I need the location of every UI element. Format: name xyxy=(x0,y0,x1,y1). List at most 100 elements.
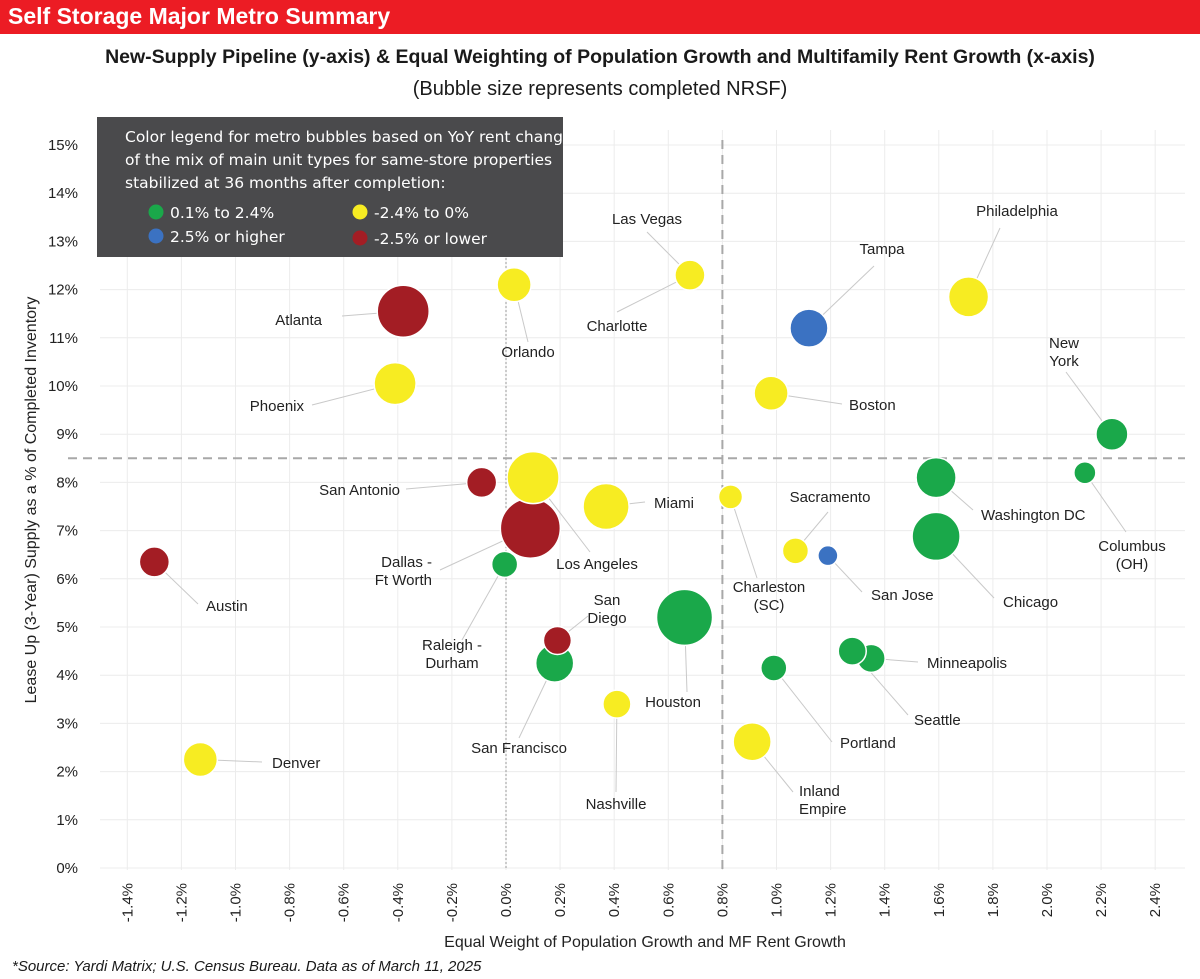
bubble-label-austin: Austin xyxy=(206,598,248,615)
bubble-boston xyxy=(753,375,789,411)
y-tick-label-14: 14% xyxy=(48,185,78,202)
bubble-sacramento xyxy=(781,537,810,565)
y-tick-label-7: 7% xyxy=(56,523,78,540)
legend-item-yellow: -2.4% to 0% xyxy=(374,204,469,222)
bubble-label-line: Columbus xyxy=(1098,538,1166,555)
bubble-san-diego xyxy=(542,625,573,656)
bubble-label-sacramento: Sacramento xyxy=(790,489,871,506)
x-tick-label-12: 1.0% xyxy=(769,883,786,917)
bubble-seattle xyxy=(837,636,867,666)
bubble-label-line: Raleigh - xyxy=(422,637,482,654)
chart-subtitle: (Bubble size represents completed NRSF) xyxy=(412,78,788,100)
bubble-label-line: Dallas - xyxy=(381,554,432,571)
bubble-label-line: Charleston xyxy=(733,579,806,596)
bubble-columbus-oh xyxy=(1073,461,1097,485)
bubble-label-orlando: Orlando xyxy=(501,344,554,361)
bubble-miami xyxy=(582,482,630,531)
bubble-label-line: Empire xyxy=(799,801,847,818)
bubble-label-phoenix: Phoenix xyxy=(250,398,305,415)
leader-line-portland xyxy=(773,667,833,743)
legend-title-line-2: of the mix of main unit types for same-s… xyxy=(125,151,552,169)
x-tick-label-6: -0.2% xyxy=(444,883,461,922)
x-tick-label-5: -0.4% xyxy=(390,883,407,922)
x-tick-labels: -1.4% -1.2% -1.0% -0.8% -0.6% -0.4% -0.2% 0.0% 0… xyxy=(119,883,1164,922)
x-tick-label-7: 0.0% xyxy=(498,883,515,917)
bubble-label-line: (OH) xyxy=(1116,556,1149,573)
x-tick-label-19: 2.4% xyxy=(1147,883,1164,917)
leader-line-columbus-oh xyxy=(1084,472,1127,533)
bubble-label-line: Ft Worth xyxy=(375,572,432,589)
source-note: *Source: Yardi Matrix; U.S. Census Burea… xyxy=(12,958,482,975)
x-tick-label-4: -0.6% xyxy=(336,883,353,922)
x-tick-label-9: 0.4% xyxy=(606,883,623,917)
bubble-label-line: San xyxy=(594,592,621,609)
legend-swatch-blue xyxy=(148,228,164,244)
x-tick-label-0: -1.4% xyxy=(119,883,136,922)
bubble-label-line: (SC) xyxy=(754,597,785,614)
x-tick-label-3: -0.8% xyxy=(282,883,299,922)
bubble-label-dallas-ft-worth: Dallas -Ft Worth xyxy=(375,554,432,589)
header-banner: Self Storage Major Metro Summary xyxy=(0,0,1200,34)
bubble-label-inland-empire: Inland Empire xyxy=(799,783,847,818)
x-tick-label-11: 0.8% xyxy=(714,883,731,917)
bubble-label-nashville: Nashville xyxy=(586,796,647,813)
legend-background xyxy=(97,117,563,257)
legend-title-line-3: stabilized at 36 months after completion… xyxy=(125,174,446,192)
bubble-san-antonio xyxy=(465,466,498,499)
y-tick-label-15: 15% xyxy=(48,137,78,154)
x-tick-label-14: 1.4% xyxy=(877,883,894,917)
bubble-label-washington-dc: Washington DC xyxy=(981,507,1086,524)
leader-line-charleston-sc xyxy=(730,496,758,579)
bubble-label-charlotte: Charlotte xyxy=(587,318,648,335)
bubble-washington-dc xyxy=(915,456,957,499)
bubble-label-line: Diego xyxy=(587,610,626,627)
bubble-philadelphia xyxy=(947,276,990,318)
x-tick-label-18: 2.2% xyxy=(1093,883,1110,917)
bubble-label-line: Inland xyxy=(799,783,840,800)
y-tick-label-5: 5% xyxy=(56,619,78,636)
y-tick-label-11: 11% xyxy=(49,330,78,347)
legend-swatch-yellow xyxy=(352,204,368,220)
x-tick-label-2: -1.0% xyxy=(228,883,245,922)
y-tick-labels: 0% 1% 2% 3% 4% 5% 6% 7% 8% 9% 10% 11% 12% 13% 14% 15% xyxy=(48,137,78,877)
bubble-label-san-jose: San Jose xyxy=(871,587,934,604)
bubble-orlando xyxy=(496,267,532,303)
bubble-label-chicago: Chicago xyxy=(1003,594,1058,611)
bubble-labels: Atlanta Orlando Las Vegas Charlotte Philadel… xyxy=(206,203,1166,818)
bubble-label-houston: Houston xyxy=(645,694,701,711)
legend-item-blue: 2.5% or higher xyxy=(170,228,285,246)
y-tick-label-12: 12% xyxy=(48,282,78,299)
bubble-phoenix xyxy=(373,361,417,406)
bubble-atlanta xyxy=(376,284,430,339)
x-tick-label-1: -1.2% xyxy=(173,883,190,922)
bubble-label-philadelphia: Philadelphia xyxy=(976,203,1058,220)
bubble-charlotte xyxy=(674,259,706,291)
legend-swatch-red xyxy=(352,230,368,246)
bubble-label-minneapolis: Minneapolis xyxy=(927,655,1007,672)
bubble-label-las-vegas: Las Vegas xyxy=(612,211,682,228)
bubble-label-boston: Boston xyxy=(849,397,896,414)
bubble-chicago xyxy=(911,511,961,562)
bubble-charleston-sc xyxy=(717,484,744,510)
bubble-label-atlanta: Atlanta xyxy=(275,312,322,329)
leader-line-raleigh-durham xyxy=(461,564,506,641)
x-tick-label-13: 1.2% xyxy=(823,883,840,917)
bubble-dallas-ft-worth xyxy=(499,497,562,559)
legend-swatch-green xyxy=(148,204,164,220)
bubble-new-york xyxy=(1095,417,1129,451)
y-tick-label-10: 10% xyxy=(48,378,78,395)
bubble-label-charleston-sc: Charleston (SC) xyxy=(733,579,806,614)
legend-item-red: -2.5% or lower xyxy=(374,230,488,248)
bubbles xyxy=(138,259,1129,778)
bubble-label-line: York xyxy=(1049,353,1079,370)
bubble-label-los-angeles: Los Angeles xyxy=(556,556,638,573)
bubble-austin xyxy=(138,546,171,578)
bubble-denver xyxy=(182,741,219,778)
chart-title: New-Supply Pipeline (y-axis) & Equal Wei… xyxy=(105,46,1095,68)
y-tick-label-4: 4% xyxy=(56,667,78,684)
x-tick-label-8: 0.2% xyxy=(552,883,569,917)
x-tick-label-10: 0.6% xyxy=(660,883,677,917)
banner-title: Self Storage Major Metro Summary xyxy=(8,3,391,29)
bubble-label-new-york: New York xyxy=(1049,335,1079,370)
